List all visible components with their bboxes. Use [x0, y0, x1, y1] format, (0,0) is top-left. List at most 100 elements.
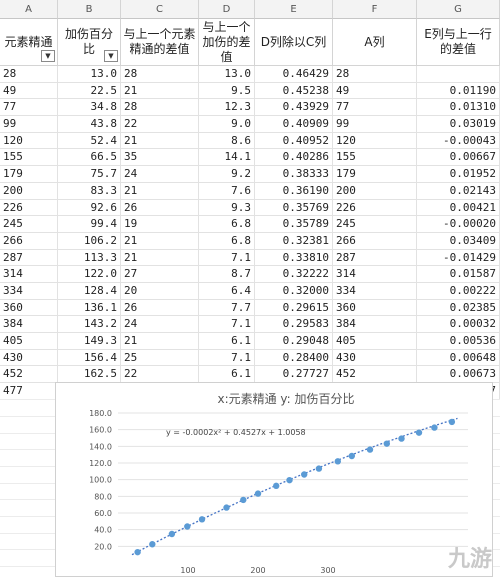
table-cell[interactable]: 149.3	[58, 333, 121, 350]
table-cell[interactable]: 9.5	[199, 82, 255, 100]
column-letter-a[interactable]: A	[0, 0, 58, 19]
table-cell[interactable]: 0.01587	[417, 266, 500, 283]
table-cell[interactable]: 405	[333, 333, 417, 350]
table-cell[interactable]: 128.4	[58, 282, 121, 300]
table-cell[interactable]: 9.2	[199, 166, 255, 183]
scatter-chart[interactable]: x:元素精通 y: 加伤百分比 20.0 40.0 60.0 80.0 100.0 120…	[55, 382, 493, 577]
table-cell[interactable]: 0.29048	[255, 333, 333, 350]
table-cell[interactable]: 0.35769	[255, 199, 333, 217]
table-cell[interactable]: 162.5	[58, 366, 121, 384]
table-cell[interactable]: 24	[121, 316, 199, 333]
table-cell[interactable]: 384	[333, 316, 417, 333]
table-cell[interactable]: 0.40286	[255, 149, 333, 167]
table-cell[interactable]: 7.1	[199, 349, 255, 367]
table-cell[interactable]: 27	[121, 266, 199, 283]
table-cell[interactable]: 75.7	[58, 166, 121, 183]
table-cell[interactable]: 22.5	[58, 82, 121, 100]
table-cell[interactable]: 430	[0, 349, 58, 367]
table-cell[interactable]: 28	[121, 99, 199, 117]
header-cell-d[interactable]: 与上一个加伤的差值	[199, 19, 255, 66]
table-cell[interactable]: 143.2	[58, 316, 121, 333]
table-cell[interactable]: 6.8	[199, 232, 255, 250]
column-letter-b[interactable]: B	[58, 0, 121, 19]
table-cell[interactable]: 0.29583	[255, 316, 333, 333]
table-cell[interactable]: 0.00421	[417, 199, 500, 217]
table-cell[interactable]: 24	[121, 166, 199, 183]
table-cell[interactable]: 287	[333, 249, 417, 267]
table-cell[interactable]: 0.36190	[255, 182, 333, 200]
table-cell[interactable]: 14.1	[199, 149, 255, 167]
table-cell[interactable]: 26	[121, 299, 199, 317]
filter-dropdown-icon[interactable]: ▼	[41, 50, 55, 62]
table-cell[interactable]: 34.8	[58, 99, 121, 117]
table-cell[interactable]: 77	[0, 99, 58, 117]
table-cell[interactable]: 49	[0, 82, 58, 100]
column-letter-c[interactable]: C	[121, 0, 199, 19]
table-cell[interactable]: 0.03019	[417, 116, 500, 133]
column-letter-e[interactable]: E	[255, 0, 333, 19]
table-cell[interactable]: 19	[121, 216, 199, 233]
table-cell[interactable]: 7.7	[199, 299, 255, 317]
table-cell[interactable]: 35	[121, 149, 199, 167]
header-cell-a[interactable]: 元素精通 ▼	[0, 19, 58, 66]
table-cell[interactable]: 122.0	[58, 266, 121, 283]
table-cell[interactable]: 0.00032	[417, 316, 500, 333]
table-cell[interactable]: 179	[0, 166, 58, 183]
table-cell[interactable]: 0.00673	[417, 366, 500, 384]
table-cell[interactable]: 7.1	[199, 316, 255, 333]
table-cell[interactable]: 200	[0, 182, 58, 200]
table-cell[interactable]: 22	[121, 116, 199, 133]
table-cell[interactable]: 156.4	[58, 349, 121, 367]
table-cell[interactable]: 226	[333, 199, 417, 217]
table-cell[interactable]: 13.0	[199, 66, 255, 83]
table-cell[interactable]: 0.40909	[255, 116, 333, 133]
table-cell[interactable]: 28	[0, 66, 58, 83]
table-cell[interactable]: 77	[333, 99, 417, 117]
table-cell[interactable]: 21	[121, 182, 199, 200]
table-cell[interactable]: 266	[333, 232, 417, 250]
table-cell[interactable]: 20	[121, 282, 199, 300]
table-cell[interactable]: 0.45238	[255, 82, 333, 100]
table-cell[interactable]: 0.29615	[255, 299, 333, 317]
table-cell[interactable]: 360	[0, 299, 58, 317]
table-cell[interactable]: 200	[333, 182, 417, 200]
table-cell[interactable]: 155	[333, 149, 417, 167]
table-cell[interactable]: 0.32000	[255, 282, 333, 300]
table-cell[interactable]: 9.3	[199, 199, 255, 217]
table-cell[interactable]: -0.01429	[417, 249, 500, 267]
header-cell-e[interactable]: D列除以C列	[255, 19, 333, 66]
table-cell[interactable]: 0.40952	[255, 132, 333, 150]
table-cell[interactable]: 179	[333, 166, 417, 183]
table-cell[interactable]: 0.02385	[417, 299, 500, 317]
table-cell[interactable]: 334	[333, 282, 417, 300]
table-cell[interactable]: 0.02143	[417, 182, 500, 200]
table-cell[interactable]: 99.4	[58, 216, 121, 233]
header-cell-f[interactable]: A列	[333, 19, 417, 66]
table-cell[interactable]: 452	[333, 366, 417, 384]
table-cell[interactable]: 155	[0, 149, 58, 167]
table-cell[interactable]: 0.00648	[417, 349, 500, 367]
table-cell[interactable]: 83.3	[58, 182, 121, 200]
table-cell[interactable]: 22	[121, 366, 199, 384]
table-cell[interactable]: 0.38333	[255, 166, 333, 183]
table-cell[interactable]: 9.0	[199, 116, 255, 133]
table-cell[interactable]: 99	[0, 116, 58, 133]
table-cell[interactable]: 245	[333, 216, 417, 233]
table-cell[interactable]	[417, 66, 500, 83]
table-cell[interactable]: 28	[121, 66, 199, 83]
table-cell[interactable]: 21	[121, 232, 199, 250]
table-cell[interactable]: 0.35789	[255, 216, 333, 233]
table-cell[interactable]: 12.3	[199, 99, 255, 117]
table-cell[interactable]: 245	[0, 216, 58, 233]
table-cell[interactable]: 0.01190	[417, 82, 500, 100]
table-cell[interactable]: 314	[333, 266, 417, 283]
table-cell[interactable]: 384	[0, 316, 58, 333]
header-cell-b[interactable]: 加伤百分比 ▼	[58, 19, 121, 66]
table-cell[interactable]: 21	[121, 333, 199, 350]
table-cell[interactable]: 0.43929	[255, 99, 333, 117]
column-letter-g[interactable]: G	[417, 0, 500, 19]
table-cell[interactable]: 25	[121, 349, 199, 367]
table-cell[interactable]: 334	[0, 282, 58, 300]
table-cell[interactable]: 0.46429	[255, 66, 333, 83]
table-cell[interactable]: 0.01310	[417, 99, 500, 117]
